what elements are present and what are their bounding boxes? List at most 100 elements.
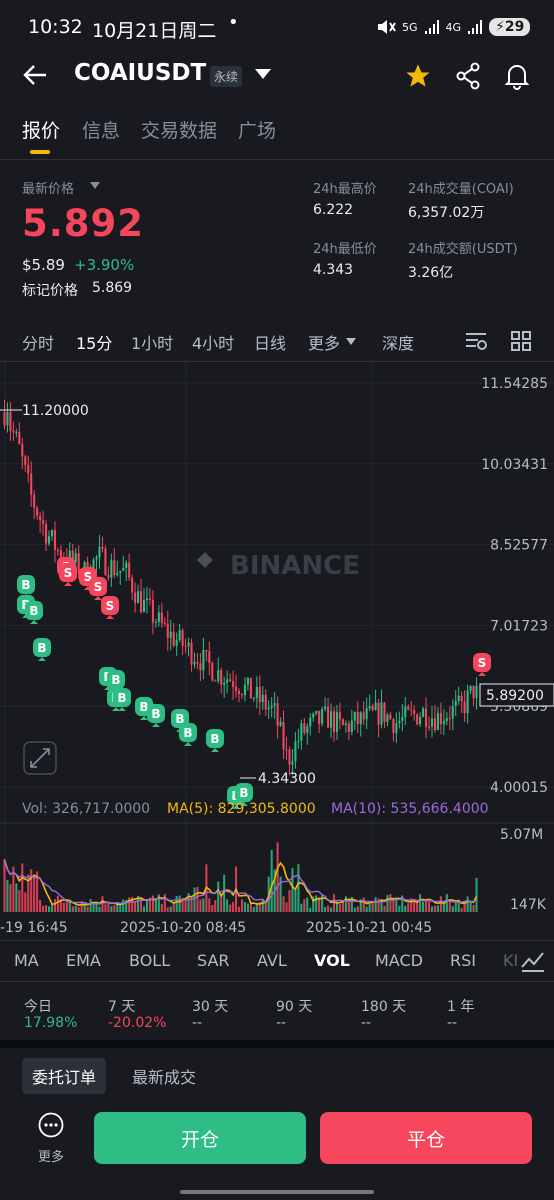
candle-body	[371, 706, 374, 710]
candle-body	[380, 702, 383, 725]
volume-bar	[128, 897, 131, 912]
volume-bar	[410, 898, 413, 912]
tab-quote[interactable]: 报价	[22, 120, 61, 142]
volume-bar	[137, 895, 140, 912]
volume-bar	[83, 902, 86, 912]
ind-ma[interactable]: MA	[14, 951, 39, 970]
volume-bar	[258, 901, 261, 912]
notification-bell-icon[interactable]	[504, 62, 530, 90]
candle-body	[21, 444, 24, 457]
volume-bar	[445, 894, 448, 912]
sell-marker-pointer	[478, 672, 486, 676]
volume-bar	[98, 906, 101, 912]
candle-body	[140, 591, 143, 612]
volume-bar	[341, 900, 344, 912]
more-button[interactable]: 更多	[30, 1112, 72, 1165]
ind-vol[interactable]: VOL	[314, 951, 350, 970]
candle-body	[27, 464, 30, 474]
high-24h-label: 24h最高价	[313, 182, 377, 197]
indicator-settings-icon[interactable]	[520, 949, 546, 973]
sell-marker	[473, 653, 491, 672]
fullscreen-expand-icon[interactable]	[23, 741, 57, 775]
candle-body	[226, 679, 229, 683]
candle-body	[134, 592, 137, 604]
candle-body	[442, 720, 445, 725]
volume-bar	[318, 897, 321, 912]
tf-depth[interactable]: 深度	[382, 334, 415, 353]
status-dot: •	[228, 12, 239, 33]
tab-open-orders[interactable]: 委托订单	[22, 1058, 107, 1094]
candle-body	[460, 695, 463, 702]
ind-rsi[interactable]: RSI	[450, 951, 476, 970]
volume-bar	[62, 902, 65, 912]
volume-bar	[321, 894, 324, 912]
volume-bar	[475, 878, 478, 912]
volume-bar	[392, 899, 395, 912]
candle-body	[125, 562, 128, 569]
favorite-star-icon[interactable]	[404, 62, 432, 90]
candle-body	[258, 686, 261, 703]
ind-macd[interactable]: MACD	[375, 951, 423, 970]
tf-more[interactable]: 更多	[308, 334, 341, 353]
more-dots-icon[interactable]	[38, 1112, 64, 1138]
volume-bar	[451, 906, 454, 912]
open-position-button[interactable]: 开仓	[94, 1112, 306, 1164]
tf-15m[interactable]: 15分	[76, 334, 113, 353]
last-price-label[interactable]: 最新价格	[22, 182, 75, 197]
tab-info[interactable]: 信息	[82, 120, 121, 142]
symbol-title[interactable]: COAIUSDT	[74, 60, 207, 86]
volume-bar	[427, 898, 431, 912]
share-icon[interactable]	[455, 62, 481, 90]
candle-body	[160, 612, 163, 624]
tab-latest-trades[interactable]: 最新成交	[132, 1068, 197, 1087]
volume-bar	[208, 898, 211, 912]
ind-kdj[interactable]: KI	[503, 951, 519, 970]
price-type-dropdown-icon[interactable]	[90, 182, 100, 190]
mark-price-label: 标记价格	[22, 283, 78, 299]
candle-body	[214, 680, 217, 682]
close-position-button[interactable]: 平仓	[320, 1112, 532, 1164]
tf-timeline[interactable]: 分时	[22, 334, 55, 353]
candle-body	[47, 536, 51, 544]
tf-more-dropdown-icon[interactable]	[346, 338, 356, 346]
tab-square[interactable]: 广场	[238, 120, 277, 142]
chart-settings-icon[interactable]	[464, 330, 488, 352]
current-price-box	[479, 683, 554, 707]
buy-marker-pointer	[112, 707, 120, 711]
volume-bar	[237, 906, 241, 912]
candle-body	[395, 723, 398, 734]
ind-ema[interactable]: EMA	[66, 951, 101, 970]
ind-avl[interactable]: AVL	[257, 951, 287, 970]
buy-marker-pointer	[240, 802, 248, 806]
sell-marker-label: S	[478, 656, 487, 670]
volume-bar	[398, 905, 401, 912]
ind-boll[interactable]: BOLL	[129, 951, 171, 970]
volume-bar	[466, 896, 469, 912]
tf-1h[interactable]: 1小时	[131, 334, 174, 353]
tf-4h[interactable]: 4小时	[192, 334, 235, 353]
candle-body	[107, 574, 110, 578]
ind-sar[interactable]: SAR	[197, 951, 230, 970]
candle-body	[404, 706, 407, 718]
candle-body	[157, 612, 160, 622]
candle-body	[448, 717, 451, 719]
back-arrow-icon[interactable]	[22, 64, 48, 86]
volume-bar	[104, 904, 107, 912]
turnover-24h: 3.26亿	[408, 265, 454, 281]
volume-bar	[294, 889, 297, 912]
symbol-dropdown-icon[interactable]	[254, 68, 272, 80]
tab-trading-data[interactable]: 交易数据	[141, 120, 218, 142]
volume-bar	[359, 899, 362, 912]
status-bar: 10:32 10月21日周二 • 5G 4G ⚡29	[0, 0, 554, 56]
volume-bar	[439, 896, 442, 912]
candle-body	[30, 473, 33, 495]
volume-bar	[193, 887, 196, 912]
volume-bar	[113, 905, 116, 912]
candle-body	[341, 719, 344, 725]
candle-body	[240, 694, 244, 696]
volume-bar	[460, 907, 463, 912]
volume-bar	[264, 900, 267, 912]
layout-grid-icon[interactable]	[510, 330, 532, 352]
candlestick-chart[interactable]: BINANCE BBBBBBBBBBBBBBBSSSSSS 11.5428510…	[0, 362, 554, 940]
tf-1d[interactable]: 日线	[254, 334, 287, 353]
